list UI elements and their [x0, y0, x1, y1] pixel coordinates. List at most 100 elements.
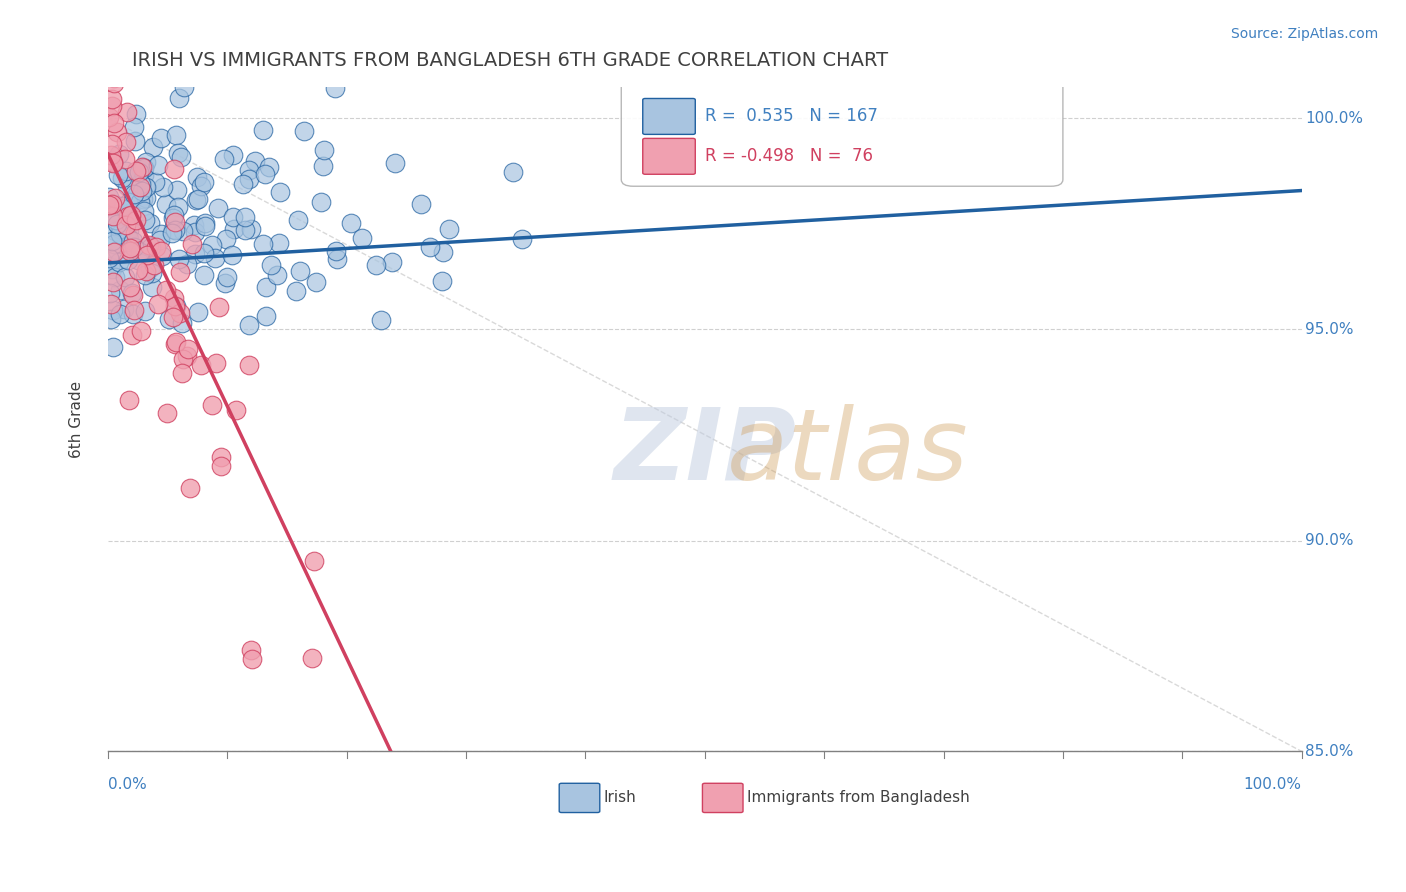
Point — [243, 153, 266, 168]
Text: 95.0%: 95.0% — [1305, 321, 1354, 336]
Point — [129, 324, 152, 338]
Point — [122, 120, 145, 134]
Point — [97, 110, 120, 124]
Point — [103, 208, 125, 222]
Point — [169, 265, 191, 279]
Point — [285, 285, 308, 299]
Point — [183, 218, 205, 232]
Point — [364, 258, 387, 272]
Text: Immigrants from Bangladesh: Immigrants from Bangladesh — [747, 790, 969, 805]
Point — [411, 196, 433, 211]
Point — [163, 208, 186, 222]
Point — [127, 252, 149, 267]
Point — [103, 245, 125, 260]
Text: atlas: atlas — [727, 404, 969, 500]
Point — [135, 179, 157, 194]
Point — [190, 358, 212, 372]
Point — [101, 340, 124, 354]
Point — [325, 80, 347, 95]
Point — [176, 350, 198, 364]
Point — [120, 244, 142, 259]
Point — [120, 241, 142, 255]
Point — [309, 194, 332, 209]
Point — [214, 232, 236, 246]
Point — [233, 210, 256, 224]
Point — [162, 211, 184, 225]
Text: Irish: Irish — [603, 790, 636, 805]
Point — [97, 251, 120, 265]
Point — [167, 252, 190, 266]
Point — [125, 213, 148, 227]
Point — [194, 219, 217, 233]
Point — [120, 205, 142, 219]
Point — [163, 215, 186, 229]
Point — [121, 234, 143, 248]
Point — [115, 178, 138, 193]
Point — [139, 216, 162, 230]
Point — [114, 269, 136, 284]
Point — [254, 310, 277, 324]
Point — [111, 199, 134, 213]
Point — [167, 145, 190, 160]
Point — [97, 198, 120, 212]
Point — [190, 179, 212, 194]
Point — [205, 356, 228, 370]
Point — [287, 213, 309, 227]
Point — [319, 809, 342, 823]
Point — [172, 367, 194, 381]
Point — [101, 261, 124, 276]
Point — [157, 311, 180, 326]
Point — [292, 124, 315, 138]
Point — [370, 313, 392, 327]
Text: 100.0%: 100.0% — [1305, 111, 1364, 126]
Point — [207, 202, 229, 216]
Point — [312, 159, 335, 173]
Point — [179, 481, 201, 495]
Point — [103, 76, 125, 90]
Point — [135, 191, 157, 205]
Point — [139, 260, 162, 275]
Point — [340, 216, 363, 230]
Point — [101, 303, 124, 318]
Point — [120, 208, 142, 222]
Point — [172, 352, 194, 367]
Point — [103, 197, 125, 211]
Point — [165, 299, 187, 313]
Point — [118, 223, 141, 237]
Point — [143, 175, 166, 189]
Point — [128, 195, 150, 210]
Point — [138, 238, 160, 252]
Point — [193, 268, 215, 282]
Point — [100, 285, 122, 300]
Point — [302, 553, 325, 567]
Point — [101, 275, 124, 289]
Point — [252, 237, 274, 252]
Point — [165, 299, 187, 313]
Point — [115, 135, 138, 149]
Point — [314, 143, 336, 157]
Point — [163, 223, 186, 237]
Point — [110, 284, 132, 298]
Point — [350, 231, 373, 245]
Point — [117, 207, 139, 221]
Point — [114, 152, 136, 166]
Point — [100, 197, 122, 211]
Point — [97, 190, 120, 204]
Point — [100, 311, 122, 326]
Point — [125, 164, 148, 178]
Point — [162, 222, 184, 236]
Point — [238, 318, 260, 332]
Point — [240, 643, 263, 657]
Point — [132, 168, 155, 182]
FancyBboxPatch shape — [621, 80, 1063, 186]
Point — [326, 252, 349, 266]
Point — [209, 450, 232, 464]
Point — [100, 147, 122, 161]
Point — [136, 248, 159, 262]
Point — [134, 303, 156, 318]
Point — [259, 161, 281, 175]
Point — [149, 233, 172, 247]
Point — [134, 268, 156, 282]
Point — [100, 153, 122, 167]
Point — [121, 327, 143, 342]
